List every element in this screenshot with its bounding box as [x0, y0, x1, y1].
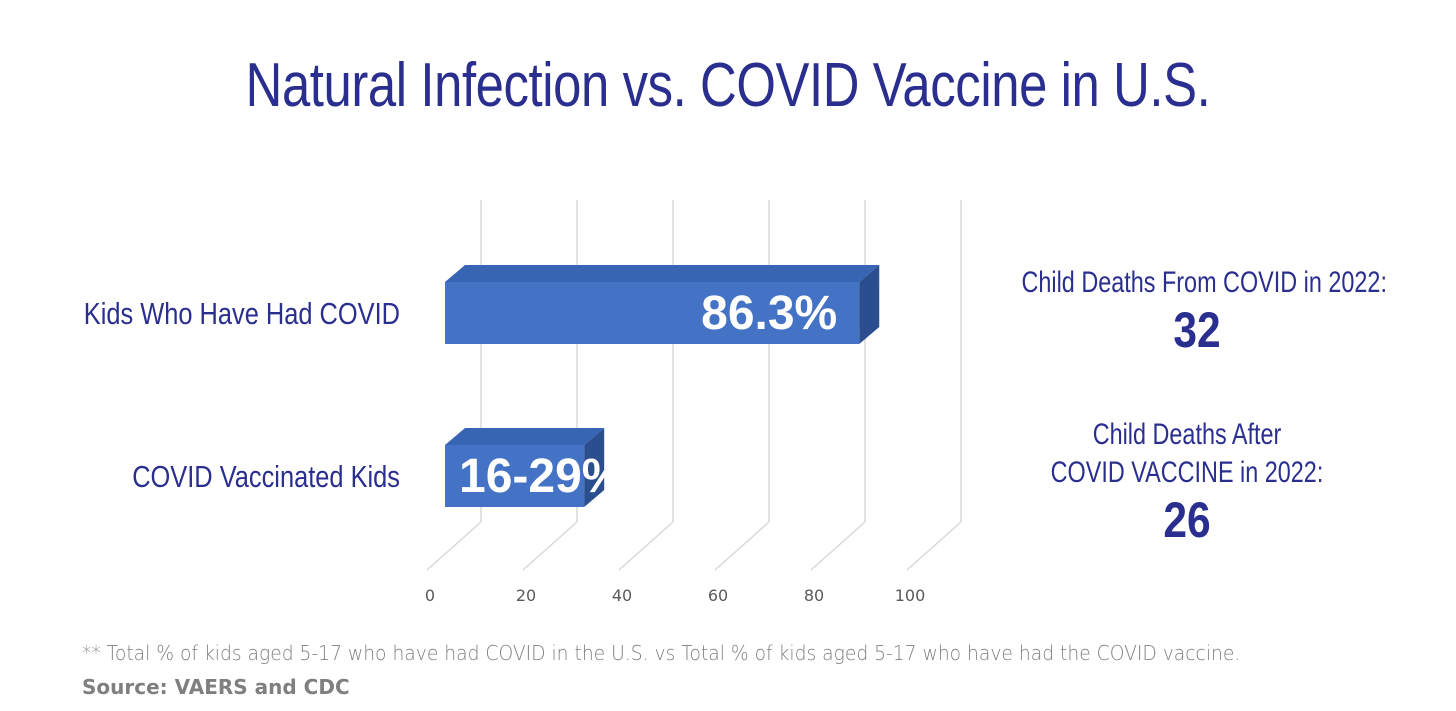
- x-tick-label-0: 0: [425, 586, 435, 605]
- category-label-0: Kids Who Have Had COVID: [84, 297, 400, 332]
- floor-gridline-80: [810, 521, 866, 571]
- bar-side-0: [859, 265, 880, 344]
- footnote: ** Total % of kids aged 5-17 who have ha…: [82, 641, 1241, 665]
- data-label-1: 16-29%: [459, 450, 624, 503]
- stat-vaccine-deaths-label-line2: COVID VACCINE in 2022:: [1050, 456, 1324, 489]
- bars: [445, 265, 880, 507]
- floor-gridline-100: [906, 521, 962, 571]
- category-label-1: COVID Vaccinated Kids: [132, 460, 400, 495]
- x-tick-label-60: 60: [708, 586, 728, 605]
- stat-vaccine-deaths-label-line1: Child Deaths After: [1092, 418, 1282, 451]
- stat-vaccine-deaths: Child Deaths After COVID VACCINE in 2022…: [962, 416, 1412, 548]
- stat-vaccine-deaths-value: 26: [1163, 492, 1211, 548]
- x-tick-label-80: 80: [804, 586, 824, 605]
- data-label-0: 86.3%: [701, 287, 837, 340]
- floor-gridline-40: [618, 521, 674, 571]
- bar-front-1: [445, 445, 585, 507]
- floor-gridline-0: [426, 521, 482, 571]
- labels: 0 20 40 60 80 100 86.3% Kids Who Have Had COVID…: [84, 287, 926, 605]
- bar-top-1: [445, 428, 605, 445]
- chart-title: Natural Infection vs. COVID Vaccine in U…: [245, 51, 1211, 120]
- bar-top-0: [445, 265, 880, 282]
- floor-gridline-20: [522, 521, 578, 571]
- bar-front-0: [445, 282, 860, 344]
- source-note: Source: VAERS and CDC: [82, 675, 350, 699]
- stat-covid-deaths-value: 32: [1173, 302, 1221, 358]
- gridlines: [426, 200, 962, 571]
- stat-covid-deaths-label: Child Deaths From COVID in 2022:: [1021, 266, 1387, 299]
- bar-side-1: [584, 428, 605, 507]
- floor-gridline-60: [714, 521, 770, 571]
- x-tick-label-100: 100: [895, 586, 926, 605]
- x-tick-label-20: 20: [516, 586, 536, 605]
- stat-covid-deaths: Child Deaths From COVID in 2022: 32: [972, 264, 1422, 358]
- x-tick-label-40: 40: [612, 586, 632, 605]
